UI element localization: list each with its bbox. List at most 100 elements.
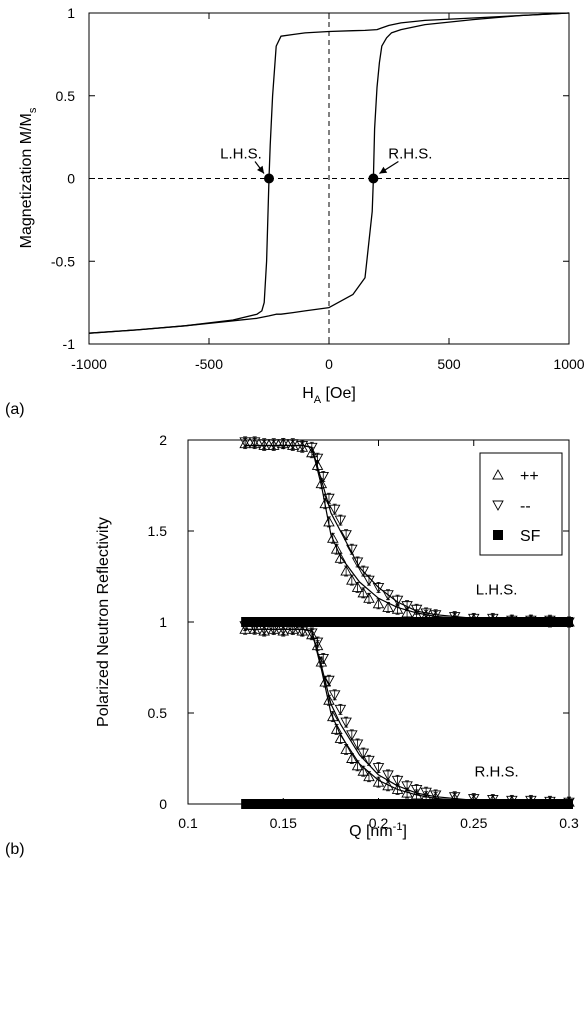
panel-b-sf-point: [431, 799, 440, 809]
panel-b-point-plus-plus: [401, 787, 413, 798]
panel-b-point-minus-minus: [382, 590, 394, 601]
panel-b-point-minus-minus: [363, 755, 375, 767]
panel-b-point-plus-plus: [363, 592, 375, 603]
panel-a-x-tick-label: 1000: [553, 356, 584, 372]
panel-a-y-tick-label: -0.5: [51, 253, 75, 269]
panel-a-hysteresis-branch-1: [88, 12, 570, 334]
panel-b-sf-point: [374, 799, 383, 809]
panel-b-y-tick-label: 2: [159, 432, 167, 448]
panel-b-curve-labels: L.H.S. R.H.S.: [475, 582, 519, 781]
panel-b-sf-band: [245, 617, 569, 627]
panel-a-label: (a): [5, 401, 25, 418]
panel-b-point-plus-plus: [346, 752, 358, 763]
panel-b-point-plus-plus: [327, 532, 339, 543]
panel-b-point-minus-minus: [328, 504, 341, 516]
panel-a-x-axis-label: HA [Oe]: [302, 385, 356, 406]
panel-b-point-minus-minus: [506, 795, 518, 807]
panel-b-point-minus-minus: [277, 624, 290, 636]
panel-b-y-tick-label: 0.5: [148, 705, 168, 721]
panel-a-y-ticks: -1 -0.5 0 0.5 1: [51, 5, 569, 352]
panel-b-point-minus-minus: [340, 717, 352, 729]
panel-b-point-minus-minus: [467, 794, 480, 805]
panel-b-point-minus-minus: [372, 582, 385, 594]
panel-b-point-minus-minus: [420, 787, 432, 799]
panel-b-point-minus-minus: [563, 797, 575, 809]
panel-b-point-minus-minus: [544, 796, 556, 808]
panel-a-zero-dashed-lines: [89, 13, 569, 344]
panel-b-sf-point: [412, 617, 421, 627]
panel-b-point-plus-plus: [323, 515, 335, 527]
panel-a-marker-arrowhead: [257, 165, 264, 174]
panel-a-y-tick-label: 0: [67, 171, 75, 187]
panel-b-point-minus-minus: [346, 544, 358, 556]
panel-b-point-minus-minus: [287, 624, 299, 636]
panel-b-point-minus-minus: [391, 595, 404, 607]
panel-a-x-tick-label: -1000: [71, 356, 107, 372]
panel-a-x-tick-label: 500: [437, 356, 461, 372]
panel-b-reflectivity-plot: 0.1 0.15 0.2 0.25 0.3 0 0.5 1 1.5 2 L.H.S. R.H.S.…: [5, 432, 579, 858]
panel-b-point-plus-plus: [311, 639, 324, 651]
panel-b-point-minus-minus: [346, 730, 358, 741]
panel-b-point-minus-minus: [334, 704, 347, 716]
panel-b-point-plus-plus: [306, 446, 318, 458]
panel-b-data-points: [239, 436, 575, 809]
panel-b-point-plus-plus: [311, 459, 324, 470]
panel-b-point-plus-plus: [382, 779, 394, 791]
panel-b-legend: ++ -- SF: [479, 452, 563, 556]
panel-b-point-plus-plus: [410, 788, 423, 800]
panel-b-point-minus-minus: [334, 515, 347, 527]
panel-b-point-plus-plus: [382, 601, 394, 612]
panel-b-sf-point: [393, 799, 402, 809]
panel-b-point-minus-minus: [401, 781, 413, 792]
panel-b-point-minus-minus: [544, 615, 556, 627]
legend-square-icon: [493, 530, 503, 540]
panel-b-point-minus-minus: [487, 613, 499, 625]
panel-b-point-plus-plus: [410, 608, 423, 620]
panel-b-point-plus-plus: [340, 743, 352, 754]
panel-b-x-tick-label: 0.3: [559, 815, 579, 831]
panel-b-point-minus-minus: [487, 795, 499, 806]
panel-b-point-plus-plus: [351, 759, 364, 771]
panel-b-point-minus-minus: [506, 615, 518, 627]
panel-b-point-plus-plus: [391, 783, 404, 794]
panel-b-sf-point: [374, 617, 383, 627]
panel-b-point-plus-plus: [334, 732, 347, 743]
panel-a-y-tick-label: 1: [67, 5, 75, 21]
panel-a-y-tick-label: 0.5: [56, 88, 76, 104]
panel-b-sf-point: [260, 799, 269, 809]
panel-a-marker-label: L.H.S.: [220, 146, 262, 163]
panel-a-marker-label: R.H.S.: [388, 146, 432, 163]
panel-b-point-plus-plus: [401, 606, 413, 618]
panel-b-point-minus-minus: [248, 437, 261, 448]
panel-b-curve-label: R.H.S.: [475, 764, 519, 781]
panel-b-point-plus-plus: [357, 586, 370, 598]
panel-b-point-minus-minus: [448, 792, 461, 803]
panel-b-sf-point: [450, 799, 459, 809]
panel-b-point-plus-plus: [420, 609, 432, 621]
panel-b-point-plus-plus: [372, 776, 385, 787]
panel-b-point-minus-minus: [277, 439, 290, 450]
panel-b-sf-point: [431, 617, 440, 627]
panel-b-point-minus-minus: [239, 621, 251, 632]
panel-b-y-tick-label: 1: [159, 614, 167, 630]
panel-b-point-minus-minus: [410, 784, 423, 796]
panel-b-point-plus-plus: [340, 565, 352, 576]
panel-a-marker-arrowhead: [379, 166, 388, 174]
panel-b-sf-point: [298, 799, 307, 809]
panel-a-x-tick-label: -500: [195, 356, 223, 372]
panel-b-x-tick-label: 0.25: [460, 815, 487, 831]
legend-label: --: [520, 498, 531, 515]
panel-b-label: (b): [5, 841, 25, 858]
panel-b-sf-point: [298, 617, 307, 627]
panel-b-point-minus-minus: [267, 624, 280, 636]
panel-b-point-minus-minus: [287, 439, 299, 450]
panel-b-point-minus-minus: [448, 612, 461, 623]
panel-b-point-minus-minus: [363, 575, 375, 587]
panel-b-y-axis-label: Polarized Neutron Reflectivity: [95, 517, 112, 727]
panel-b-point-minus-minus: [239, 437, 251, 448]
panel-a-x-tick-label: 0: [325, 356, 333, 372]
panel-b-point-minus-minus: [351, 557, 364, 568]
panel-a-y-tick-label: -1: [63, 336, 76, 352]
panel-b-y-ticks: 0 0.5 1 1.5 2: [148, 432, 569, 812]
